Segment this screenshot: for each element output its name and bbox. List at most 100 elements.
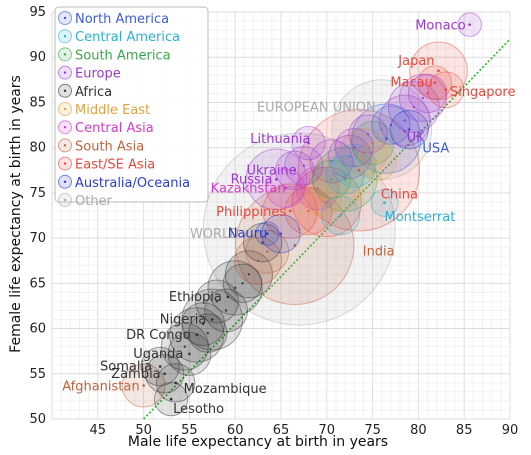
legend-swatch-dot bbox=[63, 144, 67, 147]
x-axis-title: Male life expectancy at birth in years bbox=[128, 434, 388, 450]
point-labels-group: Monaco Japan Macau Singapore EUROPEAN UNION L… bbox=[62, 19, 515, 417]
bubble bbox=[332, 143, 377, 188]
bubble bbox=[398, 73, 447, 122]
point-label: Lithuania bbox=[250, 132, 310, 147]
point-label: Mozambique bbox=[184, 382, 267, 397]
point-label: Singapore bbox=[450, 85, 516, 100]
legend: North America Central America South Americ… bbox=[54, 6, 209, 209]
legend-item: Central Asia bbox=[58, 120, 154, 136]
x-tick-label: 55 bbox=[181, 423, 198, 438]
legend-label: Europe bbox=[75, 67, 121, 82]
point-label: Uganda bbox=[133, 347, 183, 362]
point-marker bbox=[437, 69, 440, 73]
point-marker bbox=[284, 187, 287, 190]
bubble bbox=[312, 146, 378, 212]
bubble-center bbox=[362, 150, 365, 154]
bubble-center bbox=[266, 250, 269, 253]
bubble-center bbox=[302, 164, 306, 167]
point-marker bbox=[169, 397, 173, 401]
axes-group: 45 50 55 60 65 70 75 80 85 90 50 55 60 65 70 75 80 85 90 95 bbox=[29, 5, 518, 438]
point-marker bbox=[293, 244, 297, 247]
point-label: Nauru bbox=[228, 227, 268, 242]
bubble-center bbox=[183, 345, 187, 348]
x-tick-label: 60 bbox=[227, 423, 244, 438]
y-tick-label: 70 bbox=[29, 231, 46, 246]
x-tick-label: 75 bbox=[364, 423, 381, 438]
legend-swatch-dot bbox=[63, 162, 67, 165]
bubble-center bbox=[375, 160, 379, 163]
legend-swatch-dot bbox=[63, 89, 67, 93]
bubble bbox=[302, 177, 342, 218]
point-marker bbox=[403, 130, 406, 133]
bubble-center bbox=[256, 259, 260, 262]
x-tick-label: 90 bbox=[502, 423, 519, 438]
bubble bbox=[194, 279, 239, 324]
bubble bbox=[295, 166, 340, 211]
bubble-center bbox=[261, 241, 264, 244]
bubble-center bbox=[279, 232, 283, 235]
point-label: India bbox=[363, 244, 395, 259]
legend-item: Australia/Oceania bbox=[58, 174, 190, 191]
x-tick-label: 85 bbox=[456, 423, 473, 438]
legend-swatch-dot bbox=[63, 71, 67, 74]
point-label: DR Congo bbox=[126, 328, 191, 343]
y-axis-title: Female life expectancy at birth in years bbox=[8, 75, 24, 353]
point-marker bbox=[158, 365, 162, 368]
y-tick-label: 95 bbox=[29, 5, 46, 20]
bubble-center bbox=[330, 160, 333, 163]
point-label: Macau bbox=[390, 76, 433, 91]
point-label: Ukraine bbox=[247, 163, 297, 178]
bubble bbox=[387, 81, 440, 133]
bubble bbox=[327, 134, 372, 179]
bubble bbox=[234, 236, 283, 285]
point-label: Montserrat bbox=[385, 210, 456, 225]
bubble-center bbox=[321, 196, 324, 199]
bubble bbox=[339, 128, 388, 177]
y-tick-label: 90 bbox=[29, 50, 46, 65]
bubble bbox=[378, 94, 431, 147]
bubble bbox=[325, 155, 365, 195]
legend-item: Central America bbox=[58, 29, 180, 45]
bubble-center bbox=[421, 96, 425, 100]
y-tick-label: 65 bbox=[29, 276, 46, 291]
bubble bbox=[224, 250, 273, 299]
legend-item: Middle East bbox=[58, 102, 150, 118]
legend-item: Other bbox=[58, 193, 113, 209]
point-marker bbox=[265, 232, 269, 235]
bubble-center bbox=[353, 146, 356, 149]
bubble-center bbox=[412, 105, 416, 109]
bubble-center bbox=[247, 273, 251, 276]
legend-label: South America bbox=[75, 48, 171, 63]
x-tick-label: 50 bbox=[135, 423, 152, 438]
y-tick-label: 80 bbox=[29, 141, 46, 156]
point-marker bbox=[188, 352, 191, 356]
legend-label: Central America bbox=[75, 30, 180, 45]
y-tick-label: 50 bbox=[29, 412, 46, 427]
bubble-center bbox=[408, 128, 411, 131]
legend-label: Central Asia bbox=[75, 121, 154, 136]
legend-item: Europe bbox=[58, 65, 121, 82]
bubble bbox=[389, 109, 429, 150]
bubble bbox=[291, 166, 362, 238]
legend-item: South America bbox=[58, 47, 171, 63]
bubble bbox=[204, 288, 249, 333]
legend-swatch-dot bbox=[63, 180, 67, 183]
bubble-center bbox=[307, 209, 310, 213]
point-label: Kazakhstan bbox=[211, 181, 286, 196]
bubble bbox=[188, 313, 228, 353]
x-tick-label: 70 bbox=[319, 423, 336, 438]
legend-box bbox=[54, 6, 209, 203]
point-marker bbox=[163, 372, 166, 376]
bubble-center bbox=[426, 92, 429, 95]
bubble-center bbox=[403, 119, 406, 122]
legend-item: Africa bbox=[58, 83, 112, 100]
legend-swatch-dot bbox=[63, 16, 67, 20]
x-tick-label: 80 bbox=[410, 423, 427, 438]
bubble bbox=[222, 263, 263, 304]
point-marker bbox=[293, 168, 297, 172]
point-marker bbox=[142, 384, 145, 387]
point-label: China bbox=[381, 187, 418, 202]
bubble bbox=[284, 146, 324, 186]
point-label: EUROPEAN UNION bbox=[257, 101, 376, 116]
bubble-center bbox=[234, 286, 237, 290]
